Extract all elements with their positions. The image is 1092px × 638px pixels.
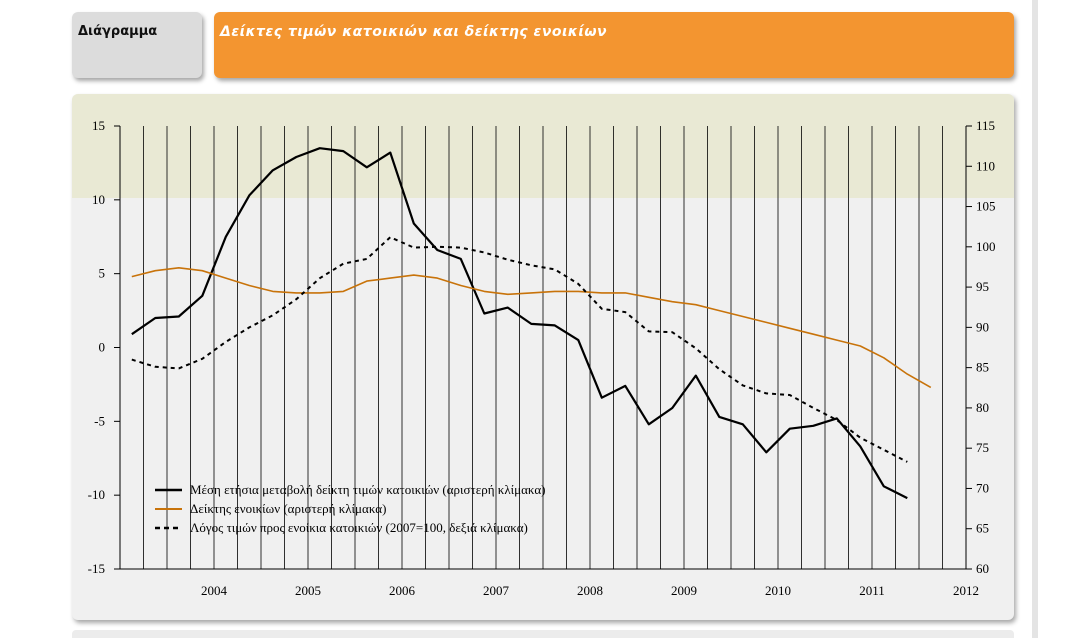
right-tick-label: 70 [976, 480, 989, 495]
right-tick-label: 95 [976, 279, 989, 294]
legend-label: Μέση ετήσια μεταβολή δείκτη τιμών κατοικ… [190, 482, 545, 497]
x-tick-label: 2011 [859, 583, 885, 598]
x-tick-label: 2008 [577, 583, 603, 598]
right-tick-label: 100 [976, 239, 996, 254]
left-tick-label: -10 [88, 487, 105, 502]
left-tick-label: -15 [88, 561, 105, 576]
legend-label: Δείκτης ενοικίων (αριστερή κλίμακα) [190, 501, 386, 516]
x-tick-label: 2010 [765, 583, 791, 598]
chart-title: Δείκτες τιμών κατοικιών και δείκτης ενοι… [220, 24, 608, 40]
x-tick-label: 2005 [295, 583, 321, 598]
left-tick-label: 5 [99, 266, 106, 281]
left-tick-label: 0 [99, 340, 106, 355]
x-tick-label: 2007 [483, 583, 510, 598]
left-tick-label: 10 [92, 192, 105, 207]
right-tick-label: 85 [976, 360, 989, 375]
chart-title-bar: Δείκτες τιμών κατοικιών και δείκτης ενοι… [214, 12, 1014, 78]
right-tick-label: 105 [976, 199, 996, 214]
right-tick-label: 65 [976, 521, 989, 536]
page-right-edge [1032, 0, 1038, 638]
right-tick-label: 80 [976, 400, 989, 415]
series-line-rent-index [131, 266, 932, 389]
right-tick-label: 60 [976, 561, 989, 576]
legend-label: Λόγος τιμών προς ενοίκια κατοικιών (2007… [190, 520, 528, 535]
diagram-label: Διάγραμμα [78, 24, 158, 39]
left-tick-label: -5 [94, 413, 105, 428]
x-tick-label: 2006 [389, 583, 416, 598]
x-tick-label: 2004 [201, 583, 228, 598]
right-tick-label: 115 [976, 118, 995, 133]
right-tick-label: 110 [976, 158, 995, 173]
series-line-price-change [131, 147, 908, 500]
right-tick-label: 90 [976, 319, 989, 334]
series-line-price-rent-ratio [131, 236, 908, 463]
x-tick-label: 2012 [953, 583, 979, 598]
right-tick-label: 75 [976, 440, 989, 455]
next-panel-edge [72, 630, 1014, 638]
x-tick-label: 2009 [671, 583, 697, 598]
left-tick-label: 15 [92, 118, 105, 133]
diagram-label-tab: Διάγραμμα [72, 12, 202, 78]
